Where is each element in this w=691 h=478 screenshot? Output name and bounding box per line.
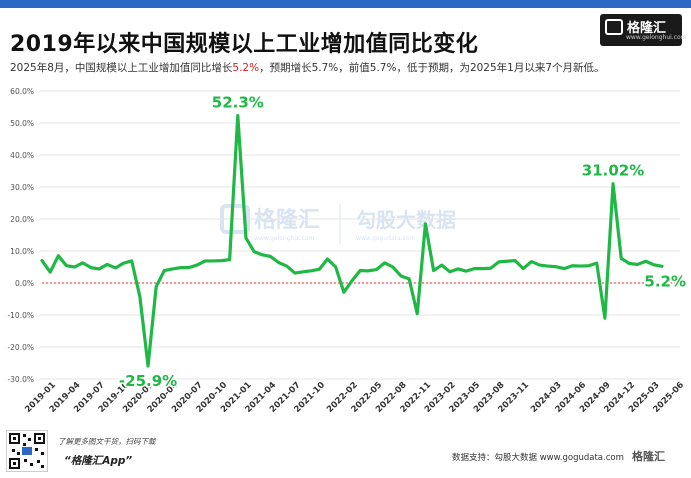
logo-mark-icon	[605, 19, 623, 35]
brand-logo: 格隆汇 www.gelonghui.com	[600, 14, 687, 46]
data-label: 5.2%	[644, 272, 686, 290]
app-download-hint: 了解更多图文干货，扫码下载	[58, 437, 156, 446]
y-tick-label: 10.0%	[10, 247, 34, 256]
series-line	[40, 114, 664, 368]
y-tick-label: 20.0%	[10, 215, 34, 224]
logo-name: 格隆汇	[627, 21, 667, 36]
title-accent-bar	[0, 0, 691, 8]
data-label: -25.9%	[119, 372, 177, 390]
y-tick-label: 50.0%	[10, 119, 34, 128]
qr-code-icon	[9, 433, 45, 469]
subtitle-lead: 2025年8月，中国规模以上工业增加值同比增长	[10, 62, 233, 74]
data-source: 数据支持：勾股大数据 www.gogudata.com	[452, 453, 624, 463]
logo-url: www.gelonghui.com	[626, 34, 687, 41]
y-tick-label: 40.0%	[10, 151, 34, 160]
subtitle-highlight-value: 5.2%	[232, 62, 260, 74]
app-name: “格隆汇App”	[64, 455, 133, 467]
subtitle: 2025年8月，中国规模以上工业增加值同比增长5.2%，预期增长5.7%，前值5…	[10, 60, 605, 75]
data-label: 31.02%	[582, 162, 644, 180]
y-tick-label: -20.0%	[7, 343, 34, 352]
y-tick-label: 60.0%	[10, 87, 34, 96]
watermark-right: 勾股大数据	[356, 208, 456, 232]
qr-code	[6, 430, 48, 472]
y-axis-tick-labels: -30.0% -20.0% -10.0% 0.0% 10.0% 20.0% 30.0% 40.…	[7, 87, 34, 384]
watermark-right-url: www.gogudata.com	[356, 235, 416, 242]
watermark: 格隆汇 www.gelonghui.com 勾股大数据 www.gogudata…	[220, 204, 456, 244]
page-title: 2019年以来中国规模以上工业增加值同比变化	[10, 32, 479, 57]
y-tick-label: -30.0%	[7, 375, 34, 384]
y-tick-label: -10.0%	[7, 311, 34, 320]
subtitle-tail: ，预期增长5.7%，前值5.7%，低于预期，为2025年1月以来7个月新低。	[259, 62, 605, 74]
watermark-left: 格隆汇	[254, 207, 320, 233]
footer-brand: 格隆汇	[632, 450, 665, 463]
y-tick-label: 30.0%	[10, 183, 34, 192]
y-tick-label: 0.0%	[15, 279, 34, 288]
data-label: 52.3%	[212, 94, 264, 112]
data-labels: 52.3% -25.9% 31.02% 5.2%	[117, 92, 687, 391]
watermark-left-url: www.gelonghui.com	[254, 235, 315, 242]
